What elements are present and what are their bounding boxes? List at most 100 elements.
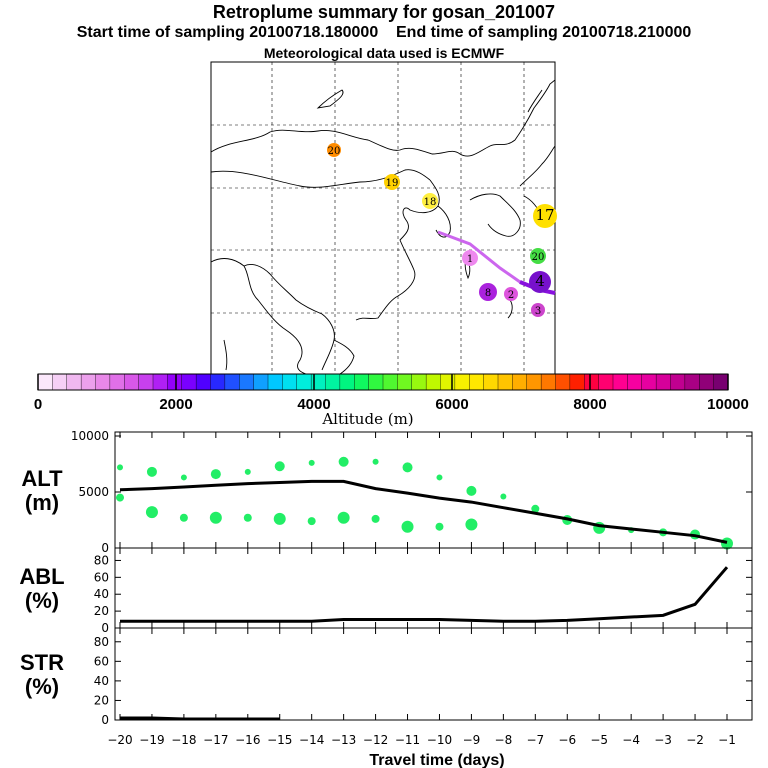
x-tick-label: −17 <box>203 733 228 747</box>
scatter-point <box>146 466 157 477</box>
y-axis-label: ABL (%) <box>19 564 64 613</box>
series-line <box>120 566 729 623</box>
scatter-point <box>116 493 124 502</box>
panel-str: STR (%) 0 20 40 60 80 <box>20 627 753 727</box>
colorbar-swatch <box>325 373 341 391</box>
colorbar-tick-label: 4000 <box>297 396 330 413</box>
scatter-point <box>210 469 221 480</box>
x-tick-label: −7 <box>526 733 544 747</box>
colorbar-swatch <box>440 373 456 391</box>
scatter-point <box>145 506 158 519</box>
colorbar-swatch <box>555 373 571 391</box>
y-axis-label-line: (%) <box>25 674 59 699</box>
x-tick-label: −14 <box>299 733 324 747</box>
colorbar-swatch <box>713 373 729 391</box>
colorbar-swatch <box>354 373 370 391</box>
end-time-label: End time of sampling 20100718.210000 <box>396 24 692 41</box>
colorbar-swatch <box>454 373 470 391</box>
colorbar-swatch <box>267 373 283 391</box>
colorbar-swatch <box>52 373 68 391</box>
colorbar-swatch <box>253 373 269 391</box>
x-tick-label: −2 <box>686 733 704 747</box>
y-tick-label: 60 <box>94 654 109 668</box>
y-tick-label: 60 <box>94 570 109 584</box>
colorbar-swatch <box>167 373 183 391</box>
y-tick-label: 0 <box>101 541 109 555</box>
y-axis-label-line: STR <box>20 650 64 675</box>
colorbar-swatch <box>66 373 82 391</box>
colorbar-tick-label: 10000 <box>707 396 749 413</box>
x-tick-label: −15 <box>267 733 292 747</box>
colorbar-swatch <box>224 373 240 391</box>
scatter-point <box>500 493 507 500</box>
x-tick-label: −10 <box>427 733 452 747</box>
x-tick-label: −20 <box>107 733 132 747</box>
colorbar-swatch <box>612 373 628 391</box>
x-tick-label: −1 <box>718 733 736 747</box>
scatter-point <box>338 456 349 467</box>
plume-marker <box>504 287 518 301</box>
y-tick-label: 80 <box>94 553 109 567</box>
scatter-point <box>307 517 316 526</box>
colorbar-tick-label: 0 <box>34 396 42 413</box>
x-tick-label: −12 <box>363 733 388 747</box>
altitude-colorbar: 0 2000 4000 6000 8000 10000 <box>34 373 749 413</box>
colorbar-swatch <box>181 373 197 391</box>
colorbar-swatch <box>512 373 528 391</box>
plume-marker-label: 1 <box>467 254 473 265</box>
colorbar-swatch <box>699 373 715 391</box>
scatter-point <box>273 512 286 525</box>
colorbar-swatch <box>368 373 384 391</box>
plume-marker <box>462 250 478 266</box>
x-tick-label: −8 <box>495 733 513 747</box>
colorbar-swatch <box>526 373 542 391</box>
colorbar-tick-label: 2000 <box>159 396 192 413</box>
plume-marker-label: 17 <box>535 206 554 224</box>
scatter-point <box>308 459 315 466</box>
colorbar-swatch <box>282 373 298 391</box>
start-time-label: Start time of sampling 20100718.180000 <box>76 24 379 41</box>
colorbar-swatch <box>469 373 485 391</box>
plume-marker <box>479 283 497 301</box>
y-axis-label: STR (%) <box>20 650 64 699</box>
y-axis-label: ALT (m) <box>21 466 63 515</box>
map-panel: 20 19 18 17 20 1 2 8 3 4 <box>210 61 557 375</box>
scatter-point <box>401 520 414 533</box>
plume-marker <box>531 303 545 317</box>
scatter-point <box>402 462 413 473</box>
plume-marker <box>533 204 557 228</box>
plume-marker-label: 3 <box>535 306 541 317</box>
x-tick-label: −5 <box>590 733 608 747</box>
colorbar-swatch <box>425 373 442 391</box>
colorbar-swatch <box>109 373 125 391</box>
scatter-point <box>371 514 380 523</box>
chart-title: Retroplume summary for gosan_201007 <box>212 2 556 22</box>
x-tick-label: −16 <box>235 733 260 747</box>
x-tick-label: −19 <box>139 733 164 747</box>
plume-marker-label: 4 <box>535 272 545 290</box>
plume-markers: 20 19 18 17 20 1 2 8 3 4 <box>327 143 557 317</box>
colorbar-label: Altitude (m) <box>321 410 413 428</box>
y-tick-label: 20 <box>94 604 109 618</box>
colorbar-swatch <box>152 373 168 391</box>
y-axis-label-line: ALT <box>21 466 63 491</box>
scatter-point <box>372 458 379 465</box>
scatter-point <box>244 468 251 475</box>
colorbar-swatch <box>210 373 226 391</box>
plume-marker <box>422 193 438 209</box>
y-tick-label: 40 <box>94 587 109 601</box>
x-tick-label: −4 <box>622 733 640 747</box>
colorbar-swatch <box>483 373 499 391</box>
colorbar-swatch <box>497 373 513 391</box>
plume-marker-label: 18 <box>424 197 437 208</box>
map-gridlines <box>211 62 555 374</box>
y-tick-label: 10000 <box>71 429 109 443</box>
coastlines <box>210 79 556 375</box>
plume-marker <box>327 143 341 157</box>
x-tick-label: −13 <box>331 733 356 747</box>
colorbar-swatch <box>641 373 657 391</box>
plume-marker <box>384 174 400 190</box>
y-axis-label-line: (m) <box>25 490 59 515</box>
scatter-point <box>436 474 443 481</box>
y-tick-label: 20 <box>94 693 109 707</box>
